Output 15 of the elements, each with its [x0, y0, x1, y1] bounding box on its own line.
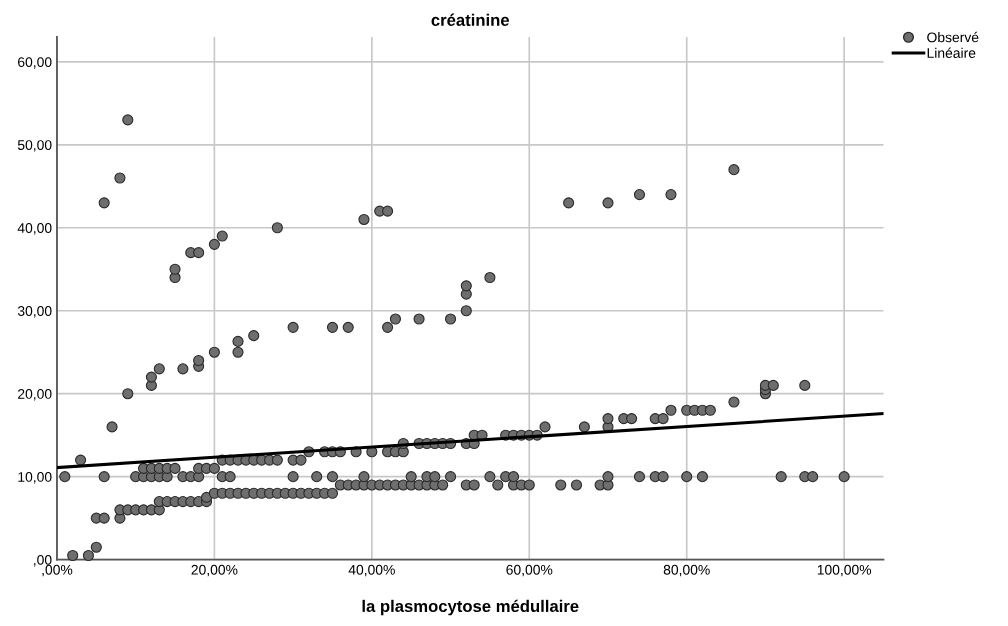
legend-label: Linéaire — [927, 47, 976, 58]
legend-label: Observé — [927, 31, 979, 43]
y-tick-label: 50,00 — [17, 140, 52, 152]
y-tick-label: 10,00 — [18, 472, 52, 484]
y-tick-label: 40,00 — [17, 223, 52, 235]
y-tick-label: 20,00 — [18, 389, 52, 401]
x-axis-title: la plasmocytose médullaire — [362, 599, 579, 616]
x-tick-label: 100,00% — [817, 564, 872, 577]
x-tick-label: 40,00% — [348, 564, 395, 577]
chart-title: créatinine — [431, 13, 510, 26]
x-tick-label: 20,00% — [191, 564, 238, 577]
y-tick-label: 30,00 — [17, 306, 52, 318]
x-tick-label: 60,00% — [506, 564, 553, 577]
y-tick-label: 60,00 — [18, 57, 52, 69]
x-tick-label: 80,00% — [663, 564, 710, 577]
